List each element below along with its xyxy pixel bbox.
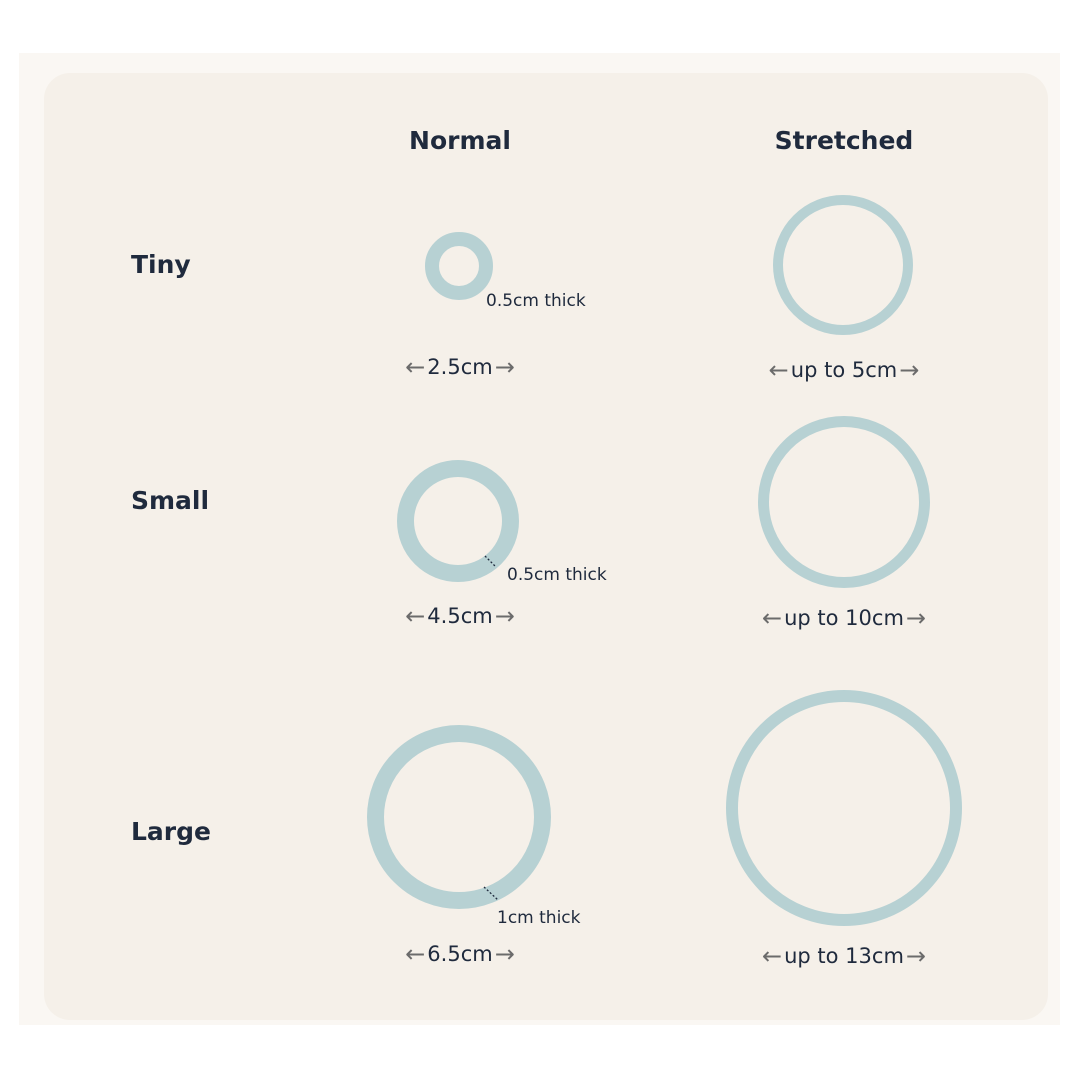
thickness-marker-large [483,886,499,901]
thickness-label-large: 1cm thick [497,908,581,928]
thickness-label-tiny: 0.5cm thick [486,291,586,311]
ring-small-normal [397,460,519,582]
ring-small-stretched [758,416,930,588]
arrow-right-icon: → [905,604,927,632]
arrow-left-icon: ← [405,602,426,630]
column-header-normal: Normal [409,126,511,155]
ring-tiny-stretched [773,195,913,335]
arrow-right-icon: → [905,942,927,970]
arrow-left-icon: ← [405,940,426,968]
dimension-large-normal: ← 6.5cm → [405,940,515,968]
ring-large-normal [367,725,551,909]
dimension-small-stretched: ← up to 10cm → [762,604,926,632]
diameter-value: 6.5cm [427,942,493,966]
row-label-large: Large [131,817,211,846]
thickness-label-small: 0.5cm thick [507,565,607,585]
dimension-tiny-normal: ← 2.5cm → [405,353,515,381]
row-label-tiny: Tiny [131,250,191,279]
arrow-left-icon: ← [405,353,426,381]
diameter-value: 2.5cm [427,355,493,379]
diameter-value: up to 13cm [784,944,904,968]
diameter-value: up to 5cm [790,358,898,382]
arrow-right-icon: → [494,940,515,968]
arrow-left-icon: ← [768,356,789,384]
dimension-large-stretched: ← up to 13cm → [762,942,926,970]
dimension-small-normal: ← 4.5cm → [405,602,515,630]
arrow-right-icon: → [899,356,920,384]
arrow-right-icon: → [494,353,515,381]
row-label-small: Small [131,486,210,515]
dimension-tiny-stretched: ← up to 5cm → [769,356,920,384]
diameter-value: up to 10cm [784,606,904,630]
column-header-stretched: Stretched [774,126,914,155]
arrow-left-icon: ← [761,604,783,632]
arrow-right-icon: → [494,602,515,630]
size-chart-card [44,73,1048,1020]
arrow-left-icon: ← [761,942,783,970]
ring-tiny-normal [425,232,493,300]
ring-large-stretched [726,690,962,926]
diameter-value: 4.5cm [427,604,493,628]
